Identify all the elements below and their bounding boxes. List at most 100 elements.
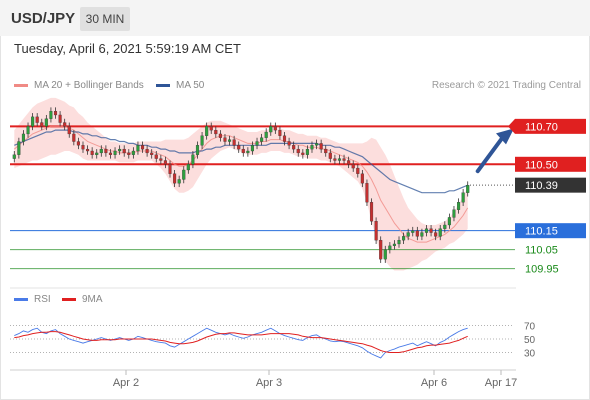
candle-body bbox=[86, 148, 90, 152]
candle-body bbox=[287, 141, 291, 146]
candle-body bbox=[315, 143, 319, 146]
candle-body bbox=[108, 152, 113, 155]
candle-body bbox=[383, 249, 387, 260]
candle-body bbox=[278, 129, 282, 136]
candle-body bbox=[429, 228, 433, 233]
x-tick-label: Apr 6 bbox=[421, 377, 447, 389]
candle-body bbox=[356, 167, 360, 174]
candle-body bbox=[90, 150, 94, 155]
x-tick-label: Apr 17 bbox=[485, 377, 517, 389]
x-tick-label: Apr 3 bbox=[256, 377, 282, 389]
candle-body bbox=[122, 148, 126, 154]
candle-body bbox=[63, 122, 67, 127]
legend-9ma-label: 9MA bbox=[82, 294, 103, 305]
candle-body bbox=[282, 135, 287, 142]
level-label-box bbox=[515, 177, 586, 193]
candle-body bbox=[44, 118, 48, 127]
candle-body bbox=[324, 148, 328, 154]
candle-body bbox=[195, 145, 200, 155]
candle-body bbox=[163, 160, 167, 165]
candle-body bbox=[374, 221, 378, 241]
candle-body bbox=[241, 148, 245, 154]
candle-body bbox=[392, 243, 396, 247]
candle-body bbox=[26, 126, 30, 135]
x-tick-label: Apr 2 bbox=[113, 377, 139, 389]
legend-ma50-label: MA 50 bbox=[176, 80, 205, 91]
candle-body bbox=[447, 217, 451, 226]
candle-body bbox=[186, 164, 190, 171]
candle-body bbox=[452, 209, 456, 218]
level-label-box bbox=[515, 223, 586, 239]
candle-body bbox=[379, 240, 383, 260]
level-label-pointer bbox=[508, 118, 515, 134]
candle-body bbox=[296, 148, 300, 154]
candle-body bbox=[72, 133, 76, 142]
legend-ma50-swatch bbox=[156, 84, 170, 87]
candle-body bbox=[223, 137, 227, 142]
candle-body bbox=[40, 122, 44, 127]
candle-body bbox=[456, 202, 461, 210]
candle-body bbox=[12, 154, 16, 159]
level-label-text: 110.15 bbox=[525, 226, 558, 238]
candle-body bbox=[227, 139, 232, 142]
candle-body bbox=[58, 114, 62, 123]
legend-ma50: MA 50 bbox=[156, 80, 204, 91]
candle-body bbox=[466, 185, 470, 193]
legend-9ma-swatch bbox=[62, 298, 76, 301]
symbol-label: USD/JPY bbox=[11, 10, 76, 27]
candle-body bbox=[337, 158, 342, 161]
candle-body bbox=[159, 158, 163, 161]
timeframe-button[interactable]: 30 MIN bbox=[80, 7, 130, 31]
forecast-arrow-shaft bbox=[475, 136, 504, 174]
candle-body bbox=[104, 148, 108, 154]
level-label-text: 110.70 bbox=[525, 121, 558, 133]
level-label-text: 110.05 bbox=[525, 245, 558, 257]
level-label-text: 110.39 bbox=[525, 180, 558, 192]
candle-body bbox=[205, 126, 209, 136]
candle-body bbox=[237, 145, 241, 150]
candle-body bbox=[264, 131, 268, 138]
candle-body bbox=[140, 145, 145, 150]
candle-body bbox=[49, 111, 53, 119]
candle-body bbox=[177, 179, 181, 184]
candle-body bbox=[260, 137, 264, 142]
candle-body bbox=[434, 232, 438, 237]
legend-9ma: 9MA bbox=[62, 294, 103, 305]
candle-body bbox=[21, 133, 25, 142]
candle-body bbox=[305, 148, 309, 155]
candle-body bbox=[173, 173, 177, 184]
legend-rsi: RSI bbox=[14, 294, 51, 305]
candle-body bbox=[136, 145, 140, 152]
candle-body bbox=[131, 150, 135, 155]
candle-body bbox=[438, 228, 442, 237]
candle-body bbox=[81, 145, 85, 150]
rsi-ma9-line bbox=[14, 331, 468, 353]
candle-body bbox=[127, 152, 131, 155]
candle-body bbox=[461, 192, 465, 203]
level-label-text: 110.50 bbox=[525, 159, 558, 171]
level-label-box bbox=[515, 118, 586, 134]
candle-body bbox=[99, 148, 103, 154]
candle-body bbox=[168, 164, 172, 174]
candle-body bbox=[145, 148, 149, 154]
candle-body bbox=[214, 129, 218, 135]
candle-body bbox=[31, 116, 35, 127]
candle-body bbox=[182, 169, 186, 180]
legend-rsi-swatch bbox=[14, 298, 28, 301]
rsi-level-label: 50 bbox=[524, 335, 536, 346]
candle-body bbox=[369, 202, 374, 222]
legend-ma20-label: MA 20 + Bollinger Bands bbox=[34, 80, 144, 91]
rsi-level-label: 70 bbox=[524, 322, 536, 333]
candle-body bbox=[53, 111, 58, 116]
candle-body bbox=[209, 126, 213, 131]
candle-body bbox=[406, 232, 410, 237]
level-label-box bbox=[515, 156, 586, 172]
candle-body bbox=[328, 152, 332, 159]
candle-body bbox=[118, 148, 122, 152]
candle-body bbox=[200, 135, 204, 146]
ma50-line bbox=[14, 129, 468, 194]
candle-body bbox=[365, 183, 369, 203]
candle-body bbox=[397, 240, 401, 245]
chart-header: USD/JPY 30 MIN bbox=[0, 0, 590, 36]
